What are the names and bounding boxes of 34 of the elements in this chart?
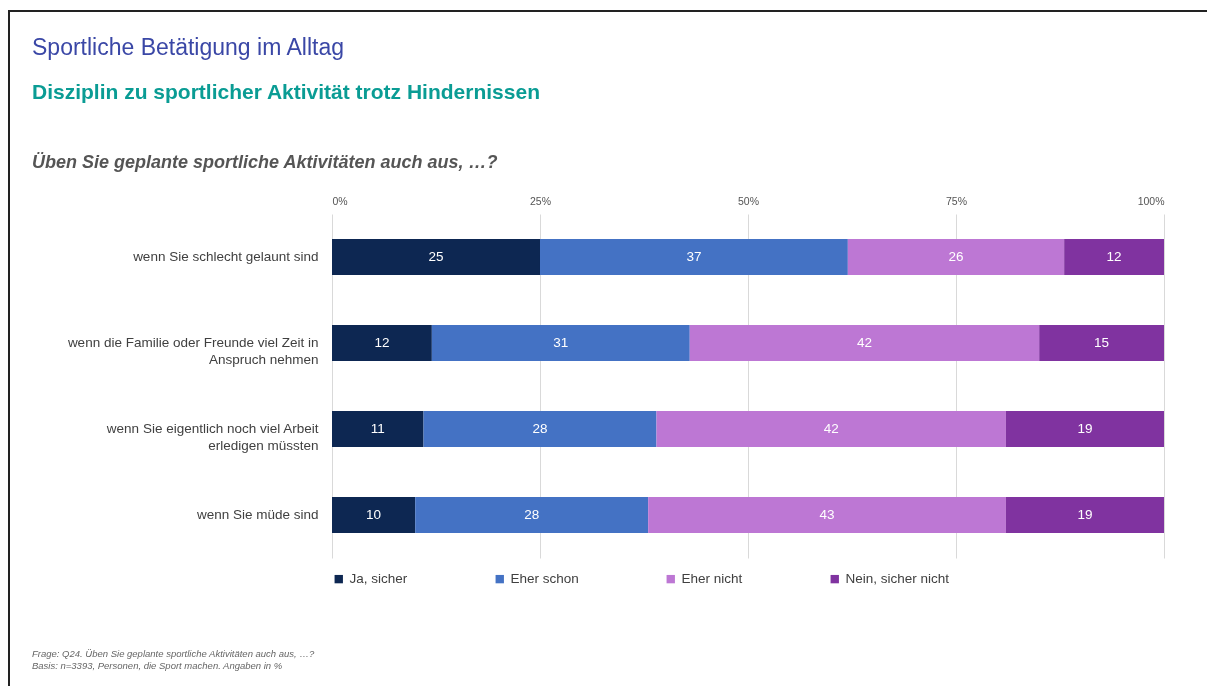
data-label: 19 (1077, 421, 1093, 436)
y-tick-label: wenn die Familie oder Freunde viel Zeit in Anspruch nehmen (66, 335, 319, 367)
data-label: 31 (553, 335, 569, 350)
data-label: 26 (948, 249, 964, 264)
data-label: 37 (686, 249, 702, 264)
x-tick-label: 50% (737, 194, 760, 207)
data-label: 12 (1106, 249, 1122, 264)
data-label: 43 (819, 507, 835, 522)
legend-label: Ja, sicher (349, 571, 408, 587)
data-label: 12 (374, 335, 390, 350)
x-tick-label: 25% (529, 194, 552, 207)
data-label: 19 (1077, 507, 1093, 522)
data-label: 25 (428, 249, 444, 264)
x-tick-label: 0% (332, 194, 348, 207)
legend-label: Eher nicht (681, 571, 743, 587)
data-label: 10 (366, 507, 382, 522)
text: Üben Sie geplante sportliche Aktivitäten auch aus, …? (32, 152, 498, 173)
data-label: 28 (532, 421, 548, 436)
data-label: 15 (1094, 335, 1110, 350)
text: Frage: Q24. Üben Sie geplante sportliche Aktivitäten auch aus, …? (32, 648, 315, 660)
x-tick-label: 100% (1137, 194, 1165, 207)
data-label: 28 (524, 507, 540, 522)
data-label: 11 (370, 421, 385, 436)
text: Basis: n=3393, Personen, die Sport machen. Angaben in % (32, 660, 284, 672)
y-tick-label: wenn Sie müde sind (195, 507, 319, 522)
chart-title: Sportliche Betätigung im Alltag (32, 34, 344, 61)
x-tick-label: 75% (945, 194, 968, 207)
y-tick-label: wenn Sie schlecht gelaunt sind (132, 249, 319, 264)
y-tick-label: wenn Sie eigentlich noch viel Arbeit erledigen müssten (105, 421, 319, 453)
data-label: 42 (856, 335, 872, 350)
data-label: 42 (823, 421, 839, 436)
legend-label: Nein, sicher nicht (845, 571, 950, 587)
legend-label: Eher schon (510, 571, 579, 587)
chart-subtitle: Disziplin zu sportlicher Aktivität trotz Hindernissen (32, 80, 540, 104)
